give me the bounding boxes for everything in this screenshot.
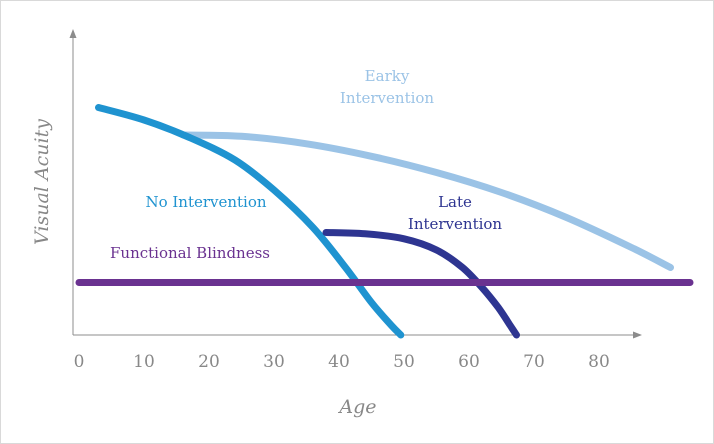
x-tick-label: 0 xyxy=(74,352,85,372)
series-label-late-line1: Late xyxy=(438,193,472,211)
x-tick-label: 20 xyxy=(198,352,220,372)
x-tick-label: 50 xyxy=(393,352,415,372)
series-line-early-intervention xyxy=(179,131,674,271)
series-line-late-intervention xyxy=(322,229,520,339)
x-tick-label: 40 xyxy=(328,352,350,372)
series-label-functional-blindness: Functional Blindness xyxy=(110,244,270,262)
x-tick-label: 70 xyxy=(523,352,545,372)
series-label-no-intervention: No Intervention xyxy=(145,193,266,211)
x-axis-title: Age xyxy=(337,396,376,418)
x-tick-label: 10 xyxy=(133,352,155,372)
series-label-early-line1: Earky xyxy=(365,67,410,85)
y-axis-title: Visual Acuity xyxy=(31,119,53,245)
series-label-early-line2: Intervention xyxy=(340,89,435,107)
series-lines xyxy=(75,104,694,339)
x-tick-labels: 0 10 20 30 40 50 60 70 80 xyxy=(74,352,610,372)
y-axis-arrow xyxy=(69,29,77,38)
x-tick-label: 30 xyxy=(263,352,285,372)
axes xyxy=(69,29,642,339)
series-line-no-intervention xyxy=(95,104,405,339)
x-tick-label: 80 xyxy=(588,352,610,372)
series-label-late-line2: Intervention xyxy=(408,215,503,233)
x-axis-arrow xyxy=(633,331,642,339)
x-tick-label: 60 xyxy=(458,352,480,372)
